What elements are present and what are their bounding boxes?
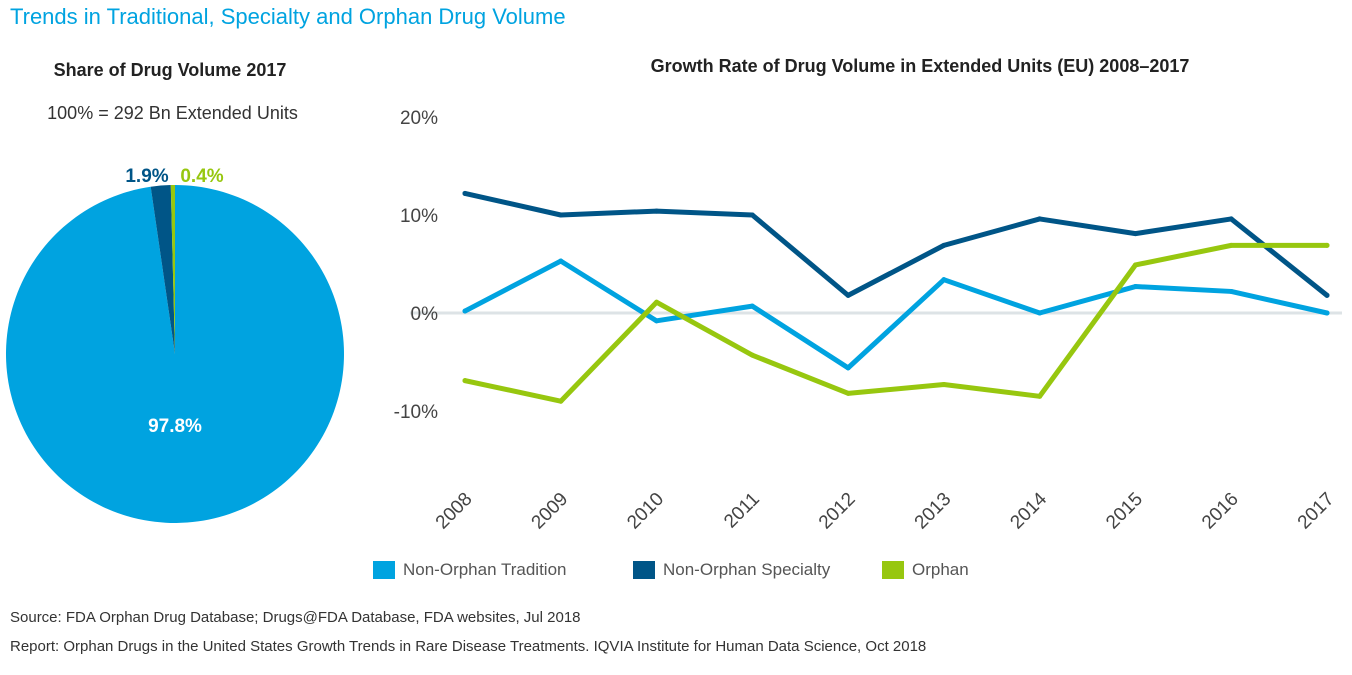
pie-label: 97.8% (148, 416, 202, 437)
y-tick-label: 10% (400, 206, 438, 227)
data-point (845, 390, 851, 396)
data-point (941, 277, 947, 283)
data-point (1324, 242, 1330, 248)
data-point (1228, 216, 1234, 222)
series-line-2 (462, 190, 1330, 298)
pie-subtitle: 100% = 292 Bn Extended Units (47, 103, 298, 123)
data-point (654, 318, 660, 324)
data-point (654, 208, 660, 214)
pie-slice-1 (5, 185, 344, 524)
data-point (1132, 231, 1138, 237)
legend-label: Non-Orphan Tradition (403, 560, 567, 579)
report-note: Report: Orphan Drugs in the United State… (10, 638, 927, 655)
data-point (941, 382, 947, 388)
data-point (654, 299, 660, 305)
data-point (1132, 262, 1138, 268)
pie-slice-2 (150, 185, 175, 354)
data-point (462, 190, 468, 196)
x-tick-label: 2016 (1198, 489, 1243, 534)
data-point (1324, 310, 1330, 316)
data-point (558, 258, 564, 264)
x-tick-label: 2017 (1294, 489, 1339, 534)
x-tick-label: 2010 (623, 489, 668, 534)
pie-label: 0.4% (180, 166, 223, 187)
pie-label: 1.9% (125, 166, 168, 187)
data-point (749, 352, 755, 358)
data-point (558, 398, 564, 404)
x-tick-label: 2012 (815, 489, 860, 534)
source-note: Source: FDA Orphan Drug Database; Drugs@… (10, 609, 581, 626)
data-point (749, 212, 755, 218)
x-tick-label: 2015 (1102, 489, 1147, 534)
series-line-1 (462, 258, 1330, 371)
pie-slice-3 (170, 185, 175, 354)
data-point (1037, 310, 1043, 316)
data-point (1132, 284, 1138, 290)
page-title: Trends in Traditional, Specialty and Orp… (10, 4, 566, 29)
legend-label: Orphan (912, 560, 969, 579)
data-point (462, 378, 468, 384)
series-line-3 (462, 242, 1330, 404)
legend-label: Non-Orphan Specialty (663, 560, 831, 579)
data-point (845, 292, 851, 298)
legend-item-traditional: Non-Orphan Tradition (373, 560, 566, 580)
data-point (1324, 292, 1330, 298)
x-tick-label: 2011 (720, 489, 764, 533)
x-tick-label: 2014 (1006, 488, 1051, 533)
y-tick-label: 0% (411, 304, 439, 325)
x-tick-label: 2009 (528, 489, 573, 534)
x-tick-label: 2008 (432, 489, 477, 534)
legend-swatch (882, 561, 904, 579)
data-point (845, 365, 851, 371)
data-point (1228, 242, 1234, 248)
y-tick-label: 20% (400, 108, 438, 129)
legend-swatch (373, 561, 395, 579)
data-point (749, 303, 755, 309)
legend-item-orphan: Orphan (882, 560, 969, 580)
data-point (1037, 393, 1043, 399)
line-chart-title: Growth Rate of Drug Volume in Extended U… (650, 56, 1190, 76)
pie-title: Share of Drug Volume 2017 (53, 60, 287, 80)
data-point (941, 242, 947, 248)
legend-swatch (633, 561, 655, 579)
data-point (1228, 288, 1234, 294)
data-point (1037, 216, 1043, 222)
data-point (558, 212, 564, 218)
y-tick-label: -10% (394, 402, 438, 423)
data-point (462, 308, 468, 314)
legend-item-specialty: Non-Orphan Specialty (633, 560, 830, 580)
x-tick-label: 2013 (911, 489, 956, 534)
